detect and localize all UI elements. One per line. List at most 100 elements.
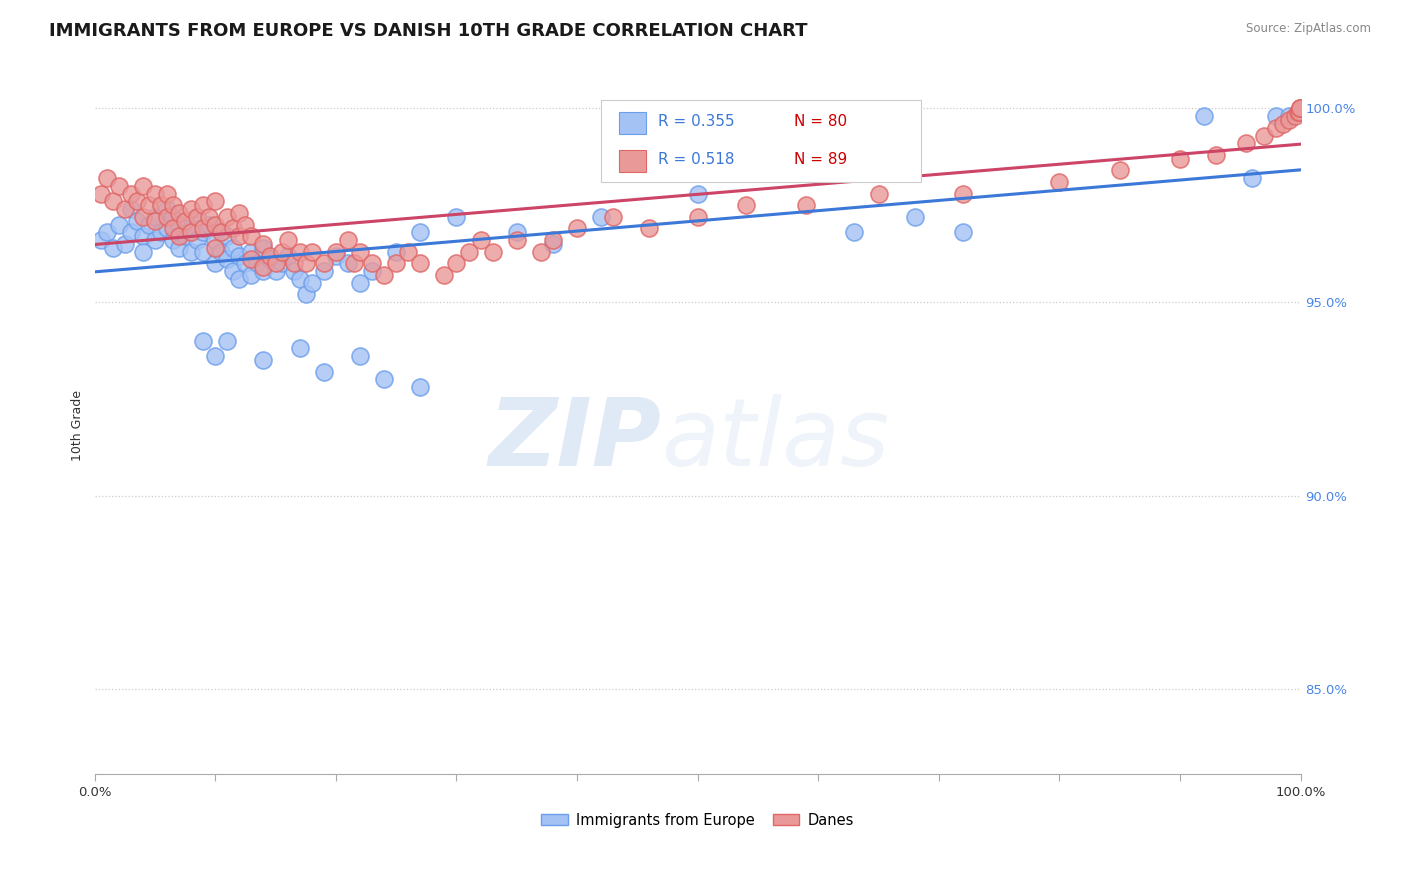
Point: [132, 244, 155, 259]
Point: [264, 256, 287, 270]
Point: [167, 241, 190, 255]
Point: [180, 221, 202, 235]
Text: ZIP: ZIP: [488, 394, 661, 486]
Point: [101, 194, 124, 209]
Point: [162, 221, 184, 235]
Point: [312, 264, 335, 278]
Point: [1234, 136, 1257, 151]
Point: [252, 264, 274, 278]
Point: [349, 276, 371, 290]
Point: [591, 210, 613, 224]
Point: [259, 249, 281, 263]
Point: [246, 256, 269, 270]
Point: [90, 233, 112, 247]
Point: [217, 252, 239, 267]
Point: [138, 218, 160, 232]
Point: [240, 252, 263, 267]
Point: [1265, 109, 1288, 123]
Point: [457, 244, 479, 259]
Point: [1277, 113, 1299, 128]
Point: [198, 218, 221, 232]
Point: [96, 171, 118, 186]
Point: [217, 334, 239, 348]
Point: [107, 218, 129, 232]
Point: [277, 249, 299, 263]
Point: [96, 225, 118, 239]
Point: [1265, 120, 1288, 135]
Point: [125, 194, 148, 209]
Point: [1049, 175, 1071, 189]
Point: [868, 186, 890, 201]
Point: [301, 276, 323, 290]
Point: [252, 241, 274, 255]
Point: [686, 210, 709, 224]
Point: [156, 221, 179, 235]
Text: atlas: atlas: [661, 394, 890, 485]
Point: [343, 256, 366, 270]
Point: [132, 178, 155, 193]
Point: [433, 268, 456, 282]
Point: [638, 221, 661, 235]
Point: [204, 349, 226, 363]
Point: [385, 256, 408, 270]
Point: [193, 244, 215, 259]
Point: [541, 233, 564, 247]
Point: [193, 198, 215, 212]
Point: [349, 244, 371, 259]
Point: [252, 236, 274, 251]
Point: [686, 186, 709, 201]
Point: [193, 221, 215, 235]
Text: R = 0.518: R = 0.518: [658, 152, 734, 167]
Point: [361, 256, 384, 270]
Point: [235, 256, 257, 270]
Point: [409, 380, 432, 394]
Point: [252, 353, 274, 368]
Point: [1192, 109, 1215, 123]
Point: [156, 202, 179, 216]
Point: [156, 210, 179, 224]
Point: [952, 186, 974, 201]
Point: [1289, 102, 1312, 116]
Point: [204, 256, 226, 270]
Point: [446, 256, 468, 270]
Point: [120, 202, 142, 216]
Point: [1253, 128, 1275, 143]
Point: [506, 225, 529, 239]
FancyBboxPatch shape: [619, 150, 645, 172]
Point: [120, 186, 142, 201]
Point: [349, 349, 371, 363]
Point: [481, 244, 503, 259]
Point: [204, 218, 226, 232]
Point: [132, 210, 155, 224]
FancyBboxPatch shape: [602, 100, 921, 182]
Point: [1168, 152, 1191, 166]
Point: [259, 252, 281, 267]
Point: [162, 198, 184, 212]
Point: [1288, 105, 1310, 120]
Point: [186, 210, 208, 224]
Point: [904, 210, 927, 224]
Point: [470, 233, 492, 247]
Point: [1288, 105, 1310, 120]
Point: [107, 178, 129, 193]
Point: [283, 256, 305, 270]
Point: [325, 244, 347, 259]
Point: [174, 213, 197, 227]
Text: R = 0.355: R = 0.355: [658, 114, 734, 129]
Point: [162, 233, 184, 247]
Point: [209, 225, 232, 239]
Point: [162, 210, 184, 224]
Point: [222, 221, 245, 235]
Point: [132, 229, 155, 244]
Point: [373, 372, 395, 386]
Point: [288, 272, 311, 286]
Point: [361, 264, 384, 278]
Point: [1108, 163, 1130, 178]
Point: [602, 210, 624, 224]
Point: [120, 225, 142, 239]
Point: [952, 225, 974, 239]
Point: [541, 236, 564, 251]
Point: [794, 198, 817, 212]
Point: [240, 268, 263, 282]
Point: [530, 244, 553, 259]
